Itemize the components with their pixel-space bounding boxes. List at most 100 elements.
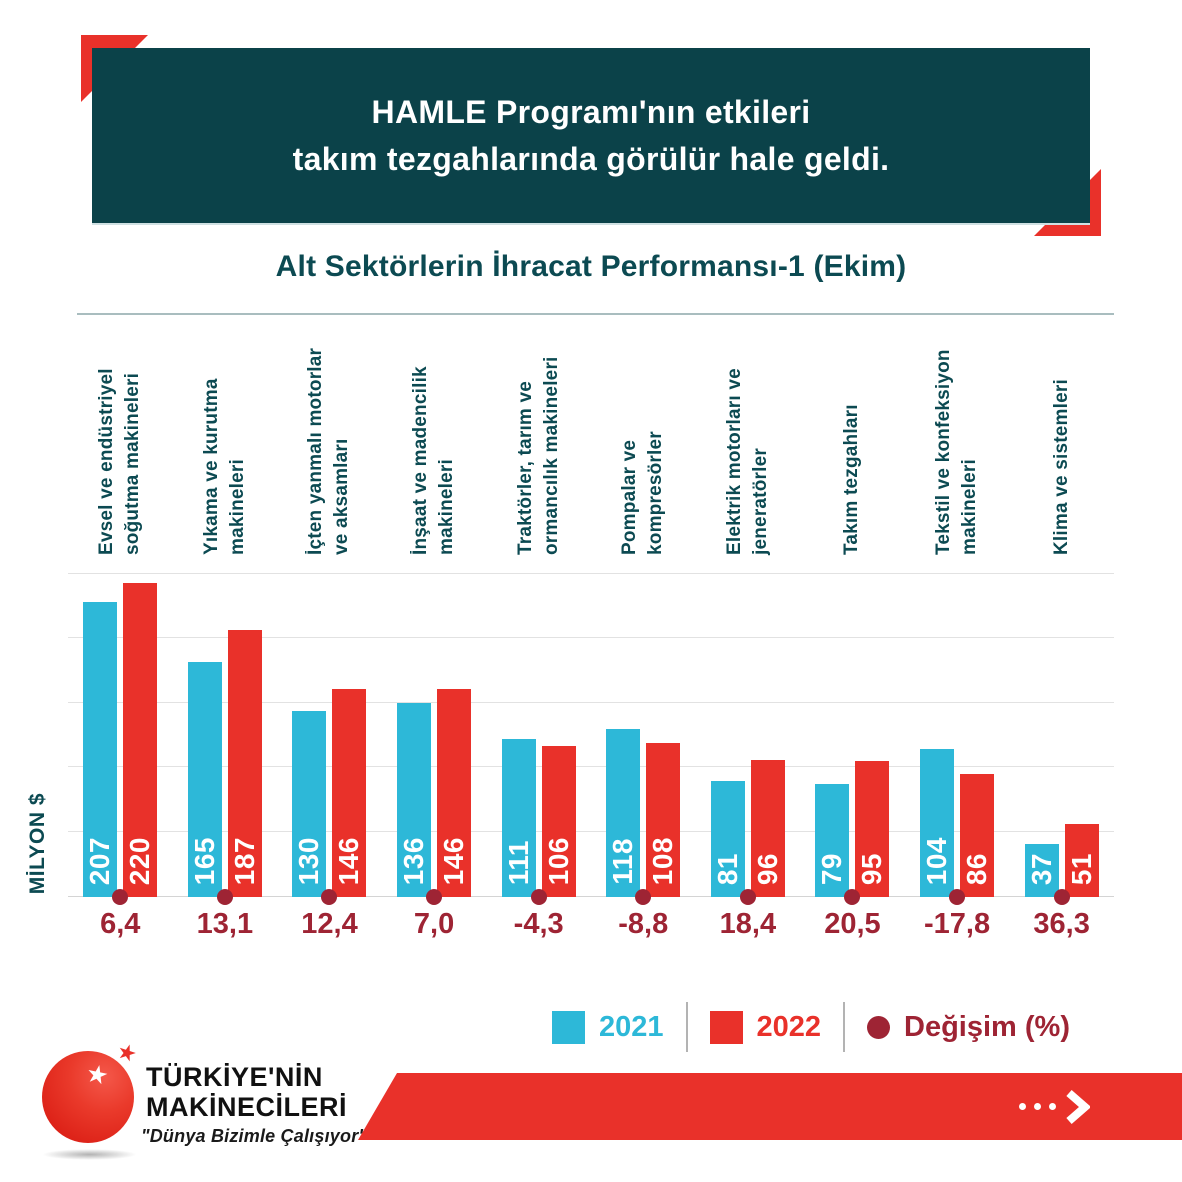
- gridline: [68, 766, 1114, 767]
- bar-value-label: 108: [646, 837, 680, 885]
- bar-2022: 51: [1064, 824, 1099, 897]
- bar-value-text: 220: [124, 836, 156, 885]
- change-values-row: 6,4 13,1 12,4 7,0 -4,3 -8,8 18,4 20,5 -17,8 36,3: [68, 908, 1114, 941]
- bar-value-label: 79: [815, 853, 849, 885]
- legend-swatch-2021: [551, 1010, 585, 1044]
- change-dot-icon: [426, 889, 443, 905]
- bar-group: 130 146: [277, 573, 382, 905]
- gridline: [68, 573, 1114, 574]
- bar-value-label: 165: [188, 837, 222, 885]
- bar-value-label: 81: [711, 853, 745, 885]
- brand-name: TÜRKİYE'NİN MAKİNECİLERİ: [146, 1062, 347, 1122]
- legend-item-change: Değişim (%): [867, 1011, 1070, 1044]
- legend-divider: [843, 1002, 846, 1052]
- category-label-text: İçten yanmalı motorlar ve aksamları: [305, 347, 353, 555]
- bar-2022: 146: [332, 688, 367, 897]
- bar-value-label: 220: [123, 837, 157, 885]
- category-label: Traktörler, tarım ve ormancılık makinele…: [486, 320, 591, 555]
- change-dot-icon: [216, 889, 233, 905]
- category-label: Yıkama ve kurutma makineleri: [173, 320, 278, 555]
- change-value: 6,4: [100, 908, 141, 940]
- category-labels: Evsel ve endüstriyel soğutma makineleri Y…: [68, 320, 1114, 555]
- bar-value-text: 146: [438, 836, 470, 885]
- title-divider-line: [77, 313, 1114, 315]
- category-label-text: Evsel ve endüstriyel soğutma makineleri: [96, 368, 144, 555]
- bar-value-text: 165: [188, 836, 220, 885]
- next-arrow-button[interactable]: [1019, 1089, 1090, 1125]
- bar-value-text: 136: [398, 836, 430, 885]
- bar-value-label: 207: [83, 837, 117, 885]
- bar-value-label: 95: [855, 853, 889, 885]
- category-label: Tekstil ve konfeksiyon makineleri: [905, 320, 1010, 555]
- bar-group: 165 187: [173, 573, 278, 905]
- change-dot-icon: [112, 889, 129, 905]
- category-label-text: Klima ve sistemleri: [1050, 379, 1072, 555]
- bar-value-label: 106: [542, 837, 576, 885]
- category-label: Takım tezgahları: [800, 320, 905, 555]
- bar-2021: 130: [292, 711, 327, 897]
- bar-group: 136 146: [382, 573, 487, 905]
- header-title-line2: takım tezgahlarında görülür hale geldi.: [292, 140, 890, 177]
- bar-2022: 187: [227, 630, 262, 897]
- change-dot-icon: [635, 889, 652, 905]
- change-value: 18,4: [719, 908, 777, 940]
- bar-group: 37 51: [1009, 573, 1114, 905]
- arrow-dot-icon: [1049, 1103, 1056, 1110]
- change-value: 12,4: [301, 908, 358, 940]
- legend-label-2021: 2021: [598, 1010, 664, 1043]
- legend-swatch-change-dot: [867, 1015, 891, 1039]
- bar-2022: 106: [541, 745, 576, 897]
- change-value: 20,5: [824, 908, 881, 940]
- bar-2021: 104: [920, 748, 955, 897]
- category-label-text: Elektrik motorları ve jeneratörler: [723, 368, 771, 555]
- gridline: [68, 702, 1114, 703]
- bars-row: 207 220 165 187 130 146 136 146 111 106 118 108 81 96…: [68, 573, 1114, 905]
- bar-2021: 118: [606, 728, 641, 897]
- chevron-right-icon: [1066, 1089, 1090, 1124]
- bar-value-label: 51: [1065, 853, 1099, 885]
- bar-group: 118 108: [591, 573, 696, 905]
- chart-title: Alt Sektörlerin İhracat Performansı-1 (E…: [275, 250, 907, 283]
- change-dot-icon: [844, 889, 861, 905]
- bar-2022: 86: [960, 774, 995, 897]
- legend-item-2022: 2022: [709, 1010, 821, 1044]
- change-value: -4,3: [513, 908, 564, 940]
- legend-swatch-2022: [709, 1010, 743, 1044]
- bar-group: 79 95: [800, 573, 905, 905]
- header-banner: HAMLE Programı'nın etkileri takım tezgah…: [92, 48, 1090, 225]
- bar-2022: 146: [437, 688, 472, 897]
- legend-divider: [685, 1002, 688, 1052]
- bar-group: 207 220: [68, 573, 173, 905]
- category-label-text: Traktörler, tarım ve ormancılık makinele…: [514, 356, 562, 555]
- change-dot-icon: [739, 889, 756, 905]
- bar-value-label: 146: [332, 837, 366, 885]
- footer-banner: [358, 1073, 1182, 1140]
- category-label: İçten yanmalı motorlar ve aksamları: [277, 320, 382, 555]
- category-label: Klima ve sistemleri: [1009, 320, 1114, 555]
- bar-value-label: 118: [606, 838, 640, 885]
- bar-value-text: 207: [84, 836, 116, 885]
- bar-value-label: 187: [228, 837, 262, 885]
- bar-value-label: 136: [397, 837, 431, 885]
- bar-value-label: 111: [502, 840, 536, 885]
- brand-name-line1: TÜRKİYE'NİN: [146, 1062, 323, 1092]
- change-value: -8,8: [618, 908, 669, 940]
- bar-value-text: 86: [961, 852, 993, 885]
- arrow-dot-icon: [1019, 1103, 1026, 1110]
- bar-2021: 165: [187, 661, 222, 897]
- bar-value-label: 86: [960, 853, 994, 885]
- bar-value-text: 96: [751, 852, 783, 885]
- bar-value-label: 37: [1025, 853, 1059, 885]
- bar-value-text: 51: [1065, 852, 1097, 885]
- bar-value-text: 95: [856, 852, 888, 885]
- category-label: İnşaat ve madencilik makineleri: [382, 320, 487, 555]
- category-label: Pompalar ve kompresörler: [591, 320, 696, 555]
- brand-name-line2: MAKİNECİLERİ: [146, 1092, 347, 1122]
- change-dot-icon: [949, 889, 966, 905]
- bar-2021: 79: [815, 784, 850, 897]
- category-label: Evsel ve endüstriyel soğutma makineleri: [68, 320, 173, 555]
- legend-item-2021: 2021: [551, 1010, 664, 1044]
- bar-value-label: 146: [437, 837, 471, 885]
- chart-legend: 2021 2022 Değişim (%): [551, 1002, 1070, 1052]
- bar-value-text: 104: [921, 836, 953, 885]
